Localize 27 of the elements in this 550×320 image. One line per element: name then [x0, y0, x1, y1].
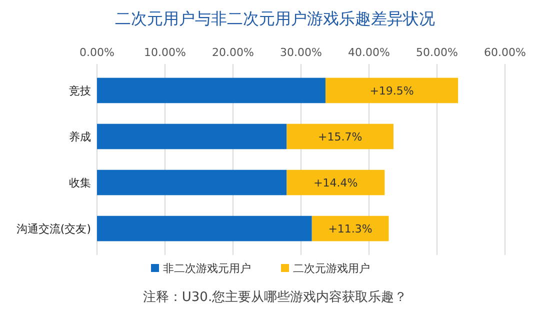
data-label: +15.7%: [318, 130, 362, 144]
y-tick-label: 沟通交流(交友): [16, 222, 91, 236]
x-tick-label: 30.00%: [280, 46, 322, 59]
x-tick-label: 20.00%: [212, 46, 254, 59]
bar: [97, 170, 287, 196]
bar: [312, 216, 389, 242]
legend-label: 非二次游戏元用户: [163, 262, 251, 275]
bar: [325, 78, 458, 104]
bar: [97, 124, 287, 150]
data-label: +14.4%: [314, 176, 358, 190]
legend-label: 二次元游戏用户: [293, 262, 370, 275]
bar: [286, 170, 385, 196]
x-tick-label: 10.00%: [144, 46, 186, 59]
chart-title: 二次元用户与非二次元用户游戏乐趣差异状况: [115, 9, 435, 28]
bar: [97, 78, 326, 104]
text: 注释：U30.您主要从哪些游戏内容获取乐趣？: [142, 289, 408, 305]
y-tick-label: 竞技: [69, 84, 91, 98]
x-tick-label: 40.00%: [348, 46, 390, 59]
bar: [286, 124, 394, 150]
y-tick-label: 养成: [69, 130, 91, 144]
x-tick-label: 60.00%: [484, 46, 526, 59]
data-label: +19.5%: [370, 84, 414, 98]
bar: [97, 216, 312, 242]
y-tick-label: 收集: [69, 176, 91, 190]
data-label: +11.3%: [328, 222, 372, 236]
x-tick-label: 50.00%: [416, 46, 458, 59]
x-tick-label: 0.00%: [80, 46, 114, 59]
